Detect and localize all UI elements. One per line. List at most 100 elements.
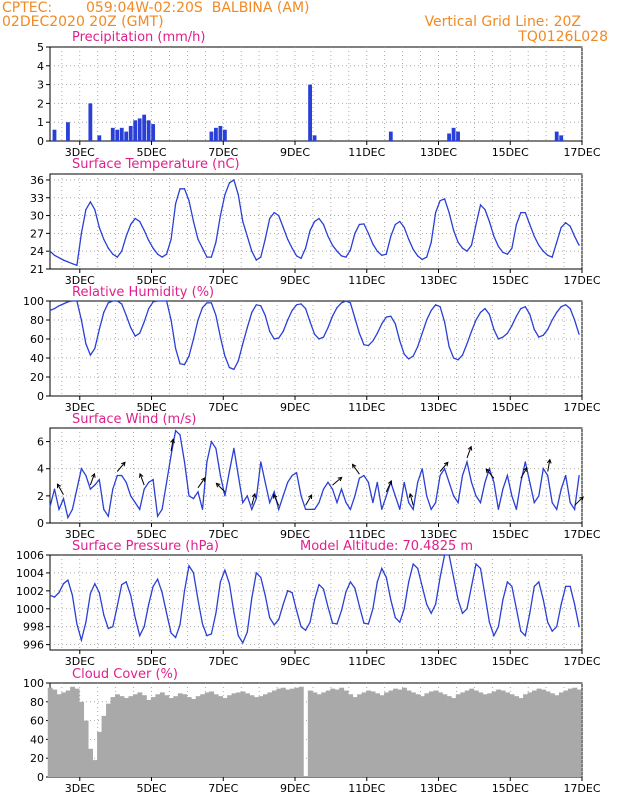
- data-point: [426, 319, 428, 321]
- wind-arrow: [273, 494, 280, 506]
- data-point: [444, 198, 446, 200]
- data-point: [53, 254, 56, 256]
- y-tick-label: 4: [37, 463, 44, 476]
- data-point: [497, 245, 499, 247]
- data-point: [538, 336, 540, 338]
- data-point: [183, 188, 186, 190]
- y-tick-label: 2: [37, 490, 44, 503]
- data-point: [58, 257, 60, 259]
- cloud-bar: [128, 696, 134, 777]
- cloud-bar: [442, 694, 448, 777]
- data-point: [470, 244, 473, 246]
- data-point: [511, 325, 513, 327]
- cloud-bar: [271, 690, 277, 777]
- data-point: [296, 472, 298, 474]
- data-point: [367, 345, 369, 347]
- cloud-bar: [79, 701, 85, 777]
- precip-bar: [308, 84, 312, 141]
- cloud-bar: [473, 690, 479, 777]
- data-point: [305, 308, 307, 310]
- data-point: [475, 563, 477, 565]
- cloud-bar: [173, 696, 179, 777]
- data-point: [121, 584, 123, 586]
- cloud-bar: [469, 688, 475, 777]
- data-point: [515, 508, 518, 510]
- data-point: [58, 305, 60, 307]
- wind-arrow: [409, 493, 414, 506]
- cloud-bar: [567, 688, 573, 777]
- cloud-bar: [231, 693, 237, 777]
- data-point: [336, 623, 338, 625]
- wind-arrow: [547, 459, 551, 472]
- x-tick-label: 13DEC: [420, 274, 457, 287]
- data-point: [327, 235, 329, 237]
- data-point: [305, 508, 307, 510]
- y-tick-label: 30: [30, 210, 44, 223]
- cloud-bar: [455, 694, 461, 777]
- data-point: [408, 502, 410, 504]
- data-point: [175, 347, 177, 350]
- data-point: [103, 311, 105, 313]
- data-point: [493, 235, 495, 237]
- header-grid-note: Vertical Grid Line: 20Z: [424, 14, 581, 30]
- data-point: [331, 488, 334, 490]
- wind-arrow-head: [138, 472, 144, 478]
- cloud-bar: [159, 692, 165, 777]
- data-point: [565, 304, 567, 306]
- wind-arrow-head: [56, 483, 62, 489]
- data-point: [49, 594, 51, 596]
- cloud-bar: [218, 696, 224, 777]
- data-point: [224, 495, 226, 497]
- data-point: [62, 259, 65, 261]
- data-point: [139, 220, 141, 223]
- data-point: [175, 203, 177, 205]
- data-point: [426, 603, 428, 605]
- data-point: [170, 632, 172, 634]
- cloud-bar: [182, 694, 188, 777]
- data-point: [367, 232, 369, 234]
- x-tick-label: 5DEC: [136, 528, 166, 541]
- data-point: [569, 308, 571, 310]
- data-point: [197, 599, 199, 601]
- data-point: [309, 229, 311, 231]
- data-point: [340, 488, 343, 490]
- precip-bar: [222, 129, 227, 141]
- data-point: [547, 621, 549, 623]
- data-point: [529, 612, 531, 614]
- data-point: [139, 508, 141, 510]
- data-point: [210, 256, 212, 258]
- data-point: [556, 626, 558, 628]
- data-point: [412, 563, 414, 565]
- precip-bar: [124, 131, 129, 141]
- x-tick-label: 5DEC: [136, 274, 166, 287]
- data-point: [170, 319, 172, 321]
- cloud-bar: [227, 695, 233, 777]
- x-tick-label: 11DEC: [348, 146, 385, 159]
- data-point: [251, 508, 253, 510]
- data-point: [76, 623, 78, 625]
- cloud-bar: [428, 691, 434, 777]
- data-point: [282, 330, 284, 332]
- precip-bar: [110, 127, 115, 141]
- data-point: [417, 255, 419, 257]
- cloud-bar: [379, 695, 385, 777]
- cloud-bar: [334, 689, 340, 777]
- y-tick-label: 1006: [16, 549, 44, 562]
- cloud-bar: [487, 693, 493, 777]
- data-point: [493, 635, 495, 637]
- wind-arrow-head: [387, 480, 393, 486]
- cloud-bar: [316, 694, 322, 777]
- data-point: [502, 599, 504, 601]
- data-point: [322, 223, 325, 226]
- x-tick-label: 5DEC: [136, 782, 166, 795]
- data-point: [103, 614, 105, 616]
- panel-frame: [49, 173, 583, 270]
- cloud-bar: [491, 691, 497, 777]
- panel-title: Surface Pressure (hPa): [72, 539, 219, 554]
- data-point: [340, 302, 343, 304]
- data-point: [287, 238, 289, 240]
- data-point: [134, 335, 136, 337]
- y-tick-label: 6: [37, 436, 44, 449]
- data-point: [560, 306, 562, 308]
- data-point: [305, 629, 307, 631]
